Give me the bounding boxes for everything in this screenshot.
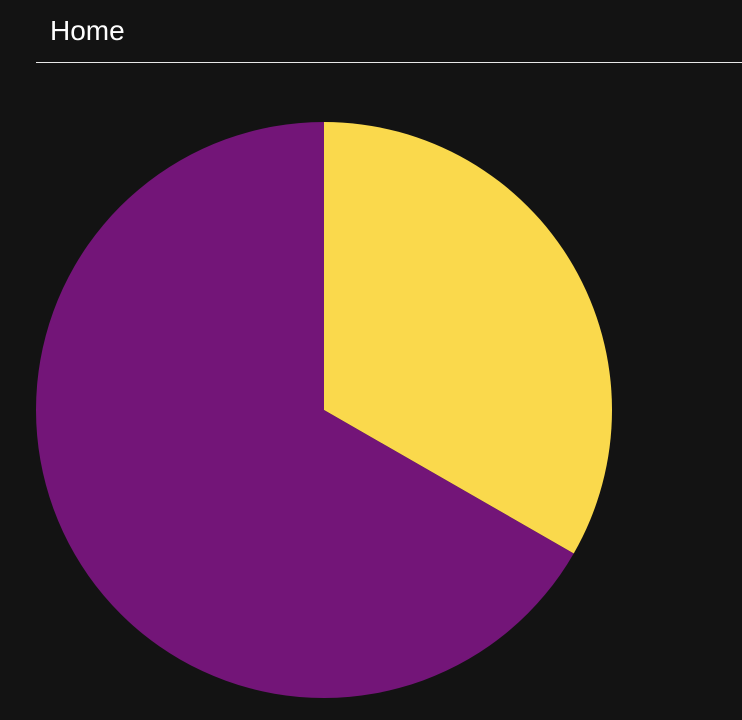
header: Home [0, 0, 742, 63]
pie-chart-svg [36, 122, 612, 698]
header-divider [36, 62, 742, 63]
pie-chart [36, 122, 612, 698]
pie-slice-1 [324, 122, 612, 554]
page-title: Home [50, 15, 125, 46]
pie-slice-2 [36, 122, 574, 698]
